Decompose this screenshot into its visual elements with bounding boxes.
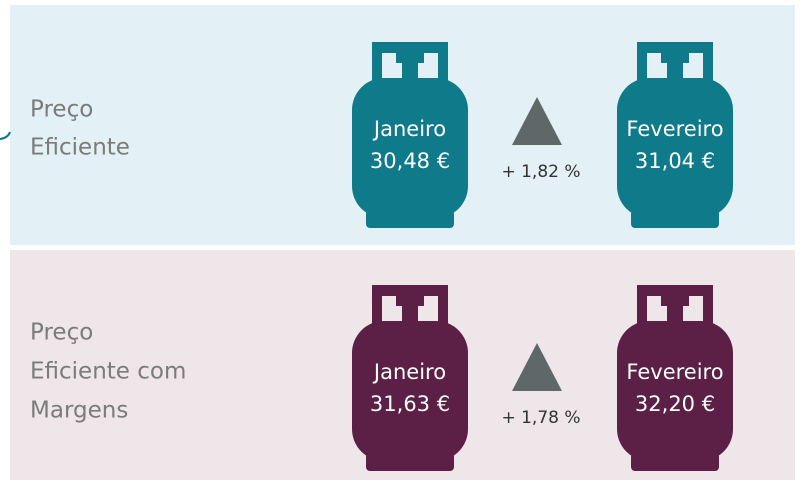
valve [402, 60, 418, 80]
foot [366, 453, 454, 471]
body [352, 78, 468, 218]
month: Janeiro [372, 117, 446, 141]
handle-bar [637, 285, 713, 296]
handle-post [372, 285, 382, 327]
handle-bar [372, 42, 448, 53]
row-label: Preço [30, 97, 93, 123]
connector [0, 131, 11, 140]
change: + 1,82 % [501, 162, 580, 182]
increase-arrow [512, 343, 562, 391]
valve [667, 60, 683, 80]
body [352, 321, 468, 461]
gas-cylinder: Janeiro 30,48 € [352, 42, 468, 228]
row-label: Eficiente com [30, 359, 186, 385]
handle-bar [637, 42, 713, 53]
month: Janeiro [372, 360, 446, 384]
valve [667, 303, 683, 323]
price: 31,63 € [370, 392, 450, 416]
handle-post [703, 42, 713, 84]
handle-post [637, 285, 647, 327]
price: 32,20 € [635, 392, 715, 416]
handle-post [438, 285, 448, 327]
body [617, 321, 733, 461]
foot [631, 453, 719, 471]
price: 30,48 € [370, 149, 450, 173]
handle-bar [372, 285, 448, 296]
increase-arrow [512, 97, 562, 145]
gas-cylinder: Fevereiro 31,04 € [617, 42, 733, 228]
price: 31,04 € [635, 149, 715, 173]
month: Fevereiro [626, 360, 723, 384]
gas-cylinder: Fevereiro 32,20 € [617, 285, 733, 471]
valve [402, 303, 418, 323]
handle-post [438, 42, 448, 84]
handle-post [703, 285, 713, 327]
foot [366, 210, 454, 228]
handle-post [372, 42, 382, 84]
body [617, 78, 733, 218]
month: Fevereiro [626, 117, 723, 141]
foot [631, 210, 719, 228]
row-label: Margens [30, 398, 128, 424]
gas-cylinder: Janeiro 31,63 € [352, 285, 468, 471]
row-label: Preço [30, 320, 93, 346]
row-label: Eficiente [30, 135, 130, 161]
handle-post [637, 42, 647, 84]
change: + 1,78 % [501, 408, 580, 428]
